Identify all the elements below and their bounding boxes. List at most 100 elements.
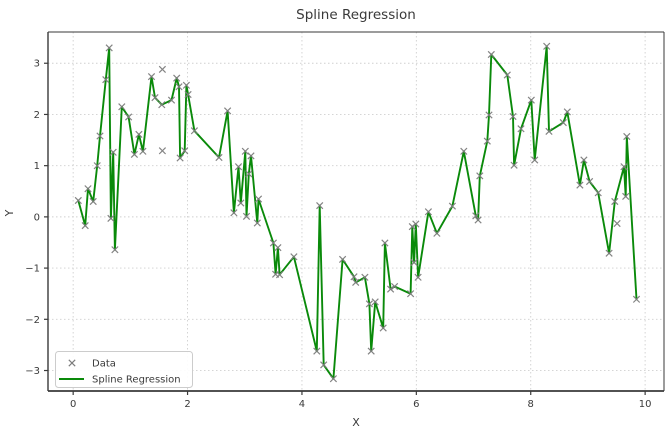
legend-box — [55, 351, 193, 388]
data-point-marker — [531, 156, 539, 164]
data-point-marker — [527, 96, 535, 104]
data-point-marker — [230, 209, 238, 217]
data-point-marker — [105, 44, 113, 52]
data-point-marker — [96, 132, 104, 140]
data-point-marker — [350, 273, 358, 281]
data-point-marker — [223, 107, 232, 115]
x-tick-label: 8 — [528, 399, 534, 410]
data-point-marker — [93, 162, 101, 170]
y-tick-label: −1 — [25, 264, 40, 275]
data-point-marker — [158, 65, 167, 74]
data-point-marker — [181, 147, 189, 155]
data-point-marker — [559, 118, 567, 127]
data-point-marker — [367, 347, 375, 355]
y-tick-label: −3 — [25, 366, 40, 377]
data-point-marker — [517, 125, 525, 133]
data-point-marker — [390, 282, 399, 291]
data-point-marker — [111, 246, 119, 254]
data-point-marker — [215, 153, 223, 162]
y-tick-label: 3 — [34, 59, 40, 70]
data-point-marker — [338, 255, 347, 264]
data-point-marker — [605, 249, 613, 257]
legend: Data Spline Regression — [55, 351, 193, 388]
data-point-marker — [102, 75, 110, 84]
data-point-marker — [379, 324, 387, 332]
data-point-marker — [74, 196, 82, 205]
data-point-marker — [167, 96, 176, 104]
grid-layer — [48, 32, 664, 391]
y-tick-label: 0 — [34, 212, 40, 223]
data-point-marker — [158, 101, 166, 109]
x-tick-label: 4 — [299, 399, 305, 410]
legend-item-spline: Spline Regression — [59, 375, 181, 386]
data-point-marker — [135, 130, 143, 139]
data-point-marker — [313, 347, 321, 355]
y-tick-label: −2 — [25, 315, 40, 326]
data-point-marker — [320, 361, 328, 369]
data-point-marker — [290, 253, 298, 261]
data-point-marker — [173, 74, 181, 82]
data-point-marker — [254, 195, 263, 203]
x-tick-label: 6 — [413, 399, 419, 410]
data-point-marker — [474, 216, 482, 224]
data-point-marker — [245, 170, 253, 178]
data-point-marker — [509, 112, 517, 121]
data-point-marker — [242, 212, 251, 221]
legend-label-data: Data — [92, 359, 116, 370]
data-point-marker — [460, 147, 468, 155]
chart-title: Spline Regression — [296, 7, 416, 23]
data-point-marker — [433, 229, 441, 237]
data-point-marker — [274, 243, 282, 252]
data-point-marker — [503, 71, 511, 79]
data-point-marker — [109, 148, 117, 156]
data-point-marker — [580, 156, 588, 164]
data-point-marker — [448, 202, 457, 210]
data-point-marker — [151, 93, 159, 102]
spline-line — [77, 45, 638, 380]
tick-layer: 0 2 4 6 8 10 −3 −2 −1 0 1 2 3 — [25, 59, 651, 410]
data-point-marker — [247, 152, 255, 160]
data-point-marker — [472, 212, 480, 220]
y-axis-label: Y — [3, 209, 16, 217]
data-point-marker — [253, 219, 261, 227]
data-point-marker — [613, 219, 621, 228]
data-point-marker — [406, 290, 415, 298]
data-point-marker — [190, 127, 199, 135]
data-point-marker — [139, 147, 147, 155]
data-point-marker — [124, 113, 133, 121]
legend-label-spline: Spline Regression — [92, 375, 181, 386]
axes-spines — [47, 31, 665, 392]
data-point-marker — [184, 90, 192, 99]
data-point-marker — [543, 42, 551, 50]
data-point-marker — [130, 150, 139, 159]
data-point-marker — [241, 147, 249, 155]
data-point-marker — [623, 132, 631, 141]
data-point-marker — [487, 50, 495, 59]
data-point-marker — [147, 72, 156, 81]
data-point-marker — [424, 208, 433, 216]
x-tick-label: 2 — [184, 399, 190, 410]
data-point-marker — [386, 285, 395, 293]
legend-item-data: Data — [68, 359, 116, 370]
y-tick-label: 2 — [34, 110, 40, 121]
data-point-marker — [585, 177, 594, 186]
data-point-marker — [576, 181, 584, 189]
data-point-marker — [329, 375, 338, 383]
data-point-marker — [89, 197, 97, 206]
data-point-marker — [594, 189, 602, 197]
x-tick-label: 10 — [639, 399, 652, 410]
data-point-marker — [275, 271, 284, 279]
data-point-marker — [118, 103, 126, 111]
data-layer — [74, 42, 641, 383]
data-point-marker — [611, 197, 619, 206]
data-point-marker — [412, 220, 420, 228]
data-point-marker — [563, 108, 571, 116]
data-point-marker — [84, 185, 92, 193]
data-point-marker — [371, 298, 379, 306]
data-point-marker — [361, 273, 369, 281]
data-point-marker — [410, 258, 418, 267]
data-point-marker — [476, 172, 484, 180]
data-point-marker — [408, 222, 416, 231]
